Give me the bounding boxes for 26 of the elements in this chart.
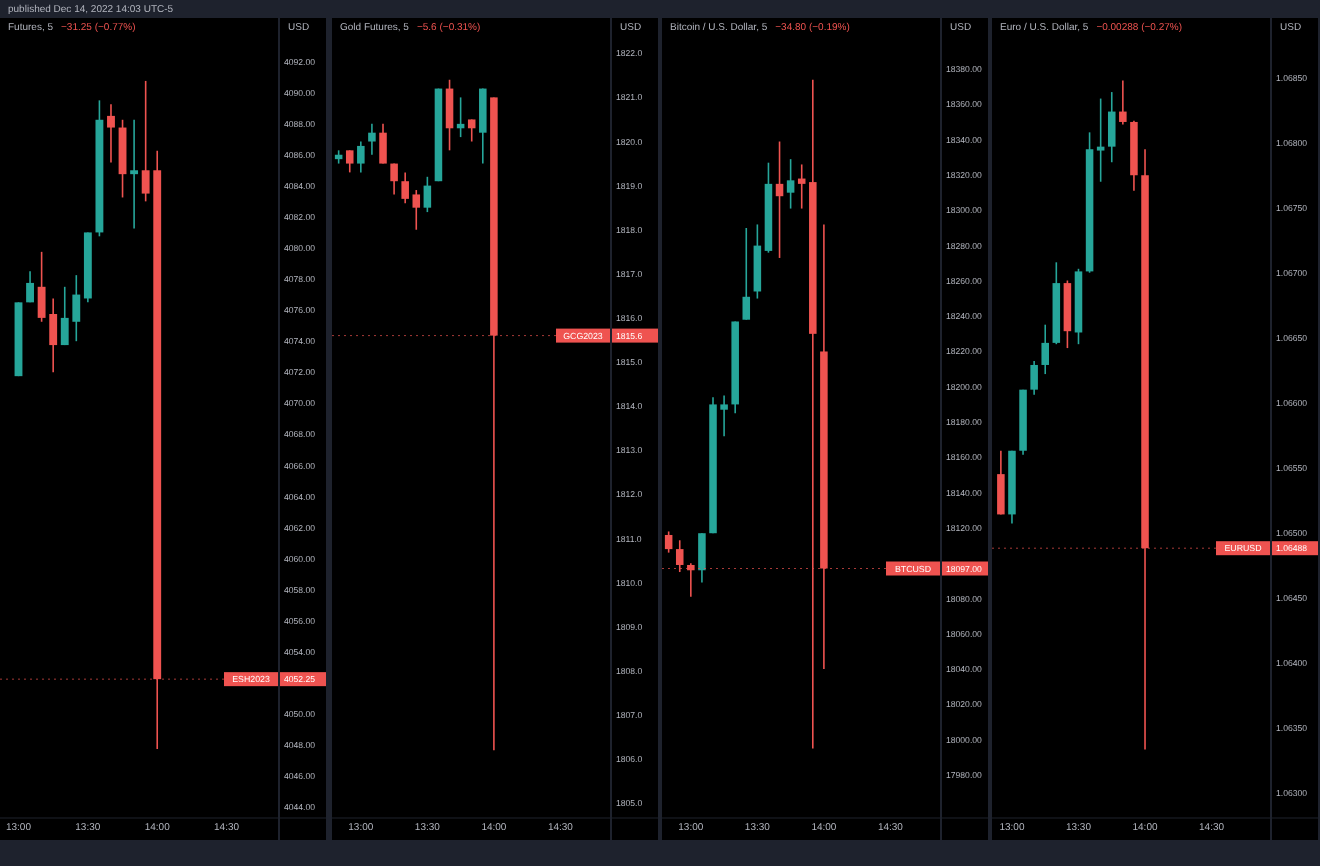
candlestick bbox=[412, 189, 421, 231]
candlestick bbox=[997, 449, 1005, 516]
candlestick bbox=[742, 227, 751, 321]
candlestick bbox=[345, 149, 354, 174]
candlestick bbox=[390, 162, 398, 196]
candlestick bbox=[130, 118, 139, 230]
candlestick bbox=[379, 123, 387, 165]
candlestick bbox=[401, 171, 409, 205]
candlestick bbox=[107, 103, 115, 164]
candlestick bbox=[1030, 360, 1038, 396]
candlestick bbox=[479, 87, 487, 165]
candlestick bbox=[775, 140, 784, 259]
candlestick bbox=[786, 158, 795, 210]
candlestick bbox=[1041, 323, 1049, 375]
candlestick bbox=[1119, 79, 1127, 126]
candlestick bbox=[753, 223, 762, 300]
candlestick bbox=[368, 123, 376, 156]
candlestick bbox=[664, 530, 673, 554]
candlestick bbox=[467, 118, 476, 143]
candlestick bbox=[445, 78, 454, 152]
candlestick bbox=[1107, 91, 1116, 164]
candlestick bbox=[26, 270, 34, 304]
candlestick bbox=[698, 532, 706, 584]
candlestick bbox=[357, 140, 365, 174]
candlestick bbox=[423, 176, 432, 213]
candlestick bbox=[1096, 97, 1105, 183]
